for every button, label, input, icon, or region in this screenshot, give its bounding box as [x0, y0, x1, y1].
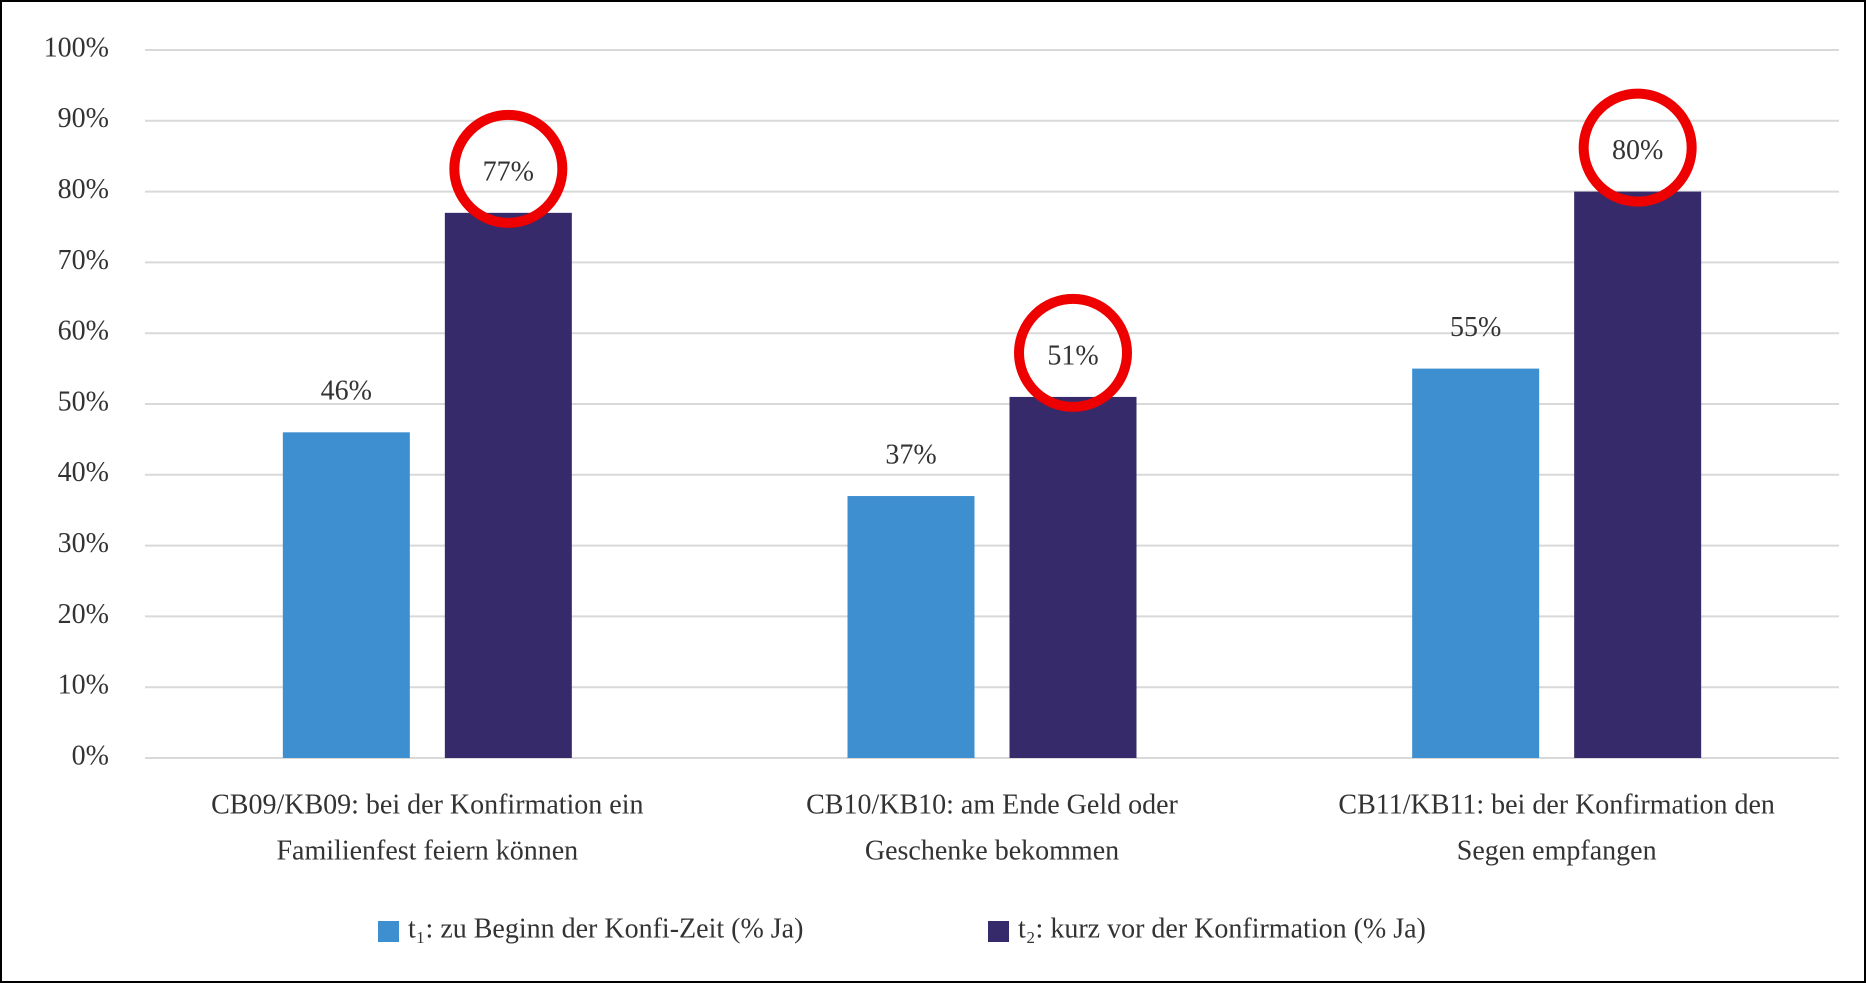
y-tick-label: 100% — [44, 32, 109, 63]
y-tick-label: 30% — [58, 528, 109, 559]
y-tick-label: 90% — [58, 103, 109, 134]
legend-label: t₂: kurz vor der Konfirmation (% Ja) — [1018, 913, 1426, 944]
legend-swatch — [988, 921, 1009, 942]
value-label: 77% — [483, 156, 534, 187]
bar — [847, 496, 975, 758]
y-tick-label: 70% — [58, 245, 109, 276]
x-tick-label: CB11/KB11: bei der Konfirmation den — [1338, 789, 1775, 820]
y-tick-label: 50% — [58, 386, 109, 417]
bar — [1574, 191, 1702, 759]
highlight-circle — [1014, 293, 1132, 412]
y-tick-label: 40% — [58, 457, 109, 488]
x-tick-label: Familienfest feiern können — [276, 835, 578, 866]
y-tick-label: 10% — [58, 670, 109, 701]
y-tick-label: 60% — [58, 316, 109, 347]
x-tick-label: Geschenke bekommen — [865, 835, 1119, 866]
x-tick-label: CB09/KB09: bei der Konfirmation ein — [211, 789, 643, 820]
highlight-circle — [449, 109, 568, 228]
y-tick-label: 20% — [58, 599, 109, 630]
bar — [282, 432, 410, 758]
value-label: 37% — [885, 439, 936, 470]
y-tick-label: 0% — [72, 740, 109, 771]
value-label: 51% — [1047, 340, 1098, 371]
value-label: 46% — [321, 376, 372, 407]
value-label: 80% — [1612, 135, 1663, 166]
legend-label: t₁: zu Beginn der Konfi-Zeit (% Ja) — [408, 913, 803, 944]
x-tick-label: Segen empfangen — [1457, 835, 1657, 866]
legend-swatch — [378, 921, 399, 942]
y-tick-label: 80% — [58, 174, 109, 205]
value-label: 55% — [1450, 312, 1501, 343]
bar — [1412, 368, 1540, 758]
bar — [1009, 396, 1137, 758]
x-tick-label: CB10/KB10: am Ende Geld oder — [806, 789, 1178, 820]
bar — [444, 212, 572, 759]
highlight-circle — [1578, 88, 1697, 207]
